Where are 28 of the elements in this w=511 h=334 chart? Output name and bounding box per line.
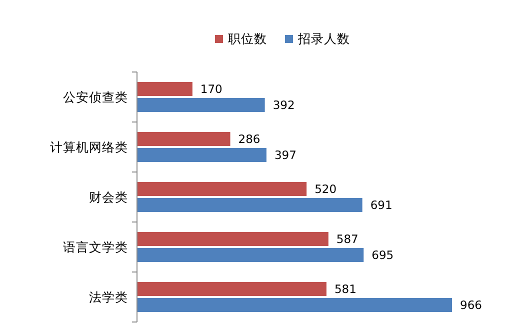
bar bbox=[137, 282, 326, 296]
data-label: 392 bbox=[272, 98, 295, 112]
bar bbox=[137, 98, 265, 112]
data-label: 966 bbox=[460, 298, 482, 312]
bar bbox=[137, 232, 328, 246]
data-label: 581 bbox=[334, 282, 356, 296]
legend-label: 职位数 bbox=[228, 31, 267, 46]
data-label: 286 bbox=[238, 132, 260, 146]
data-label: 587 bbox=[336, 232, 358, 246]
y-tick-label: 法学类 bbox=[89, 290, 128, 304]
y-tick-label: 语言文学类 bbox=[63, 240, 128, 254]
data-label: 397 bbox=[274, 148, 296, 162]
y-tick-label: 公安侦查类 bbox=[63, 90, 128, 104]
bar bbox=[137, 198, 362, 212]
data-label: 520 bbox=[314, 182, 337, 196]
bar bbox=[137, 182, 307, 196]
data-label: 695 bbox=[372, 248, 394, 262]
y-tick-label: 财会类 bbox=[89, 190, 128, 204]
data-label: 170 bbox=[200, 82, 222, 96]
bar bbox=[137, 298, 452, 312]
bar bbox=[137, 248, 364, 262]
bar bbox=[137, 132, 230, 146]
data-label: 691 bbox=[370, 198, 392, 212]
bar bbox=[137, 148, 266, 162]
plot: 公安侦查类 170 392 计算机网络类 286 397 财会类 520 691 语言文学类 587 695 法学类 581 966 bbox=[50, 72, 482, 322]
legend-label: 招录人数 bbox=[297, 31, 350, 46]
y-tick-label: 计算机网络类 bbox=[50, 140, 128, 154]
bar bbox=[137, 82, 192, 96]
